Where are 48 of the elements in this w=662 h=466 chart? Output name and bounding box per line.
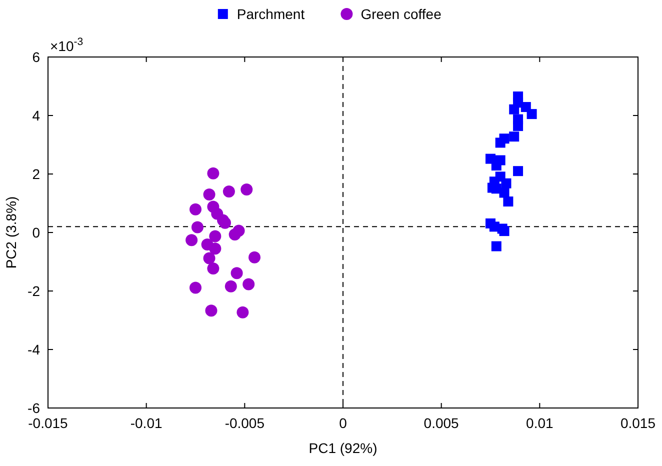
point bbox=[186, 234, 198, 246]
point bbox=[499, 226, 510, 236]
x-tick-label: -0.01 bbox=[130, 415, 162, 431]
point bbox=[203, 252, 216, 264]
x-tick-label: 0.01 bbox=[526, 415, 554, 431]
y-tick-label: 2 bbox=[32, 166, 40, 182]
point bbox=[190, 203, 202, 216]
point bbox=[209, 242, 222, 255]
point bbox=[491, 241, 502, 252]
point bbox=[230, 267, 243, 280]
point bbox=[219, 216, 231, 229]
point bbox=[209, 230, 222, 242]
point bbox=[248, 251, 260, 264]
point bbox=[513, 121, 524, 132]
point bbox=[191, 221, 204, 234]
y-tick-label: -2 bbox=[28, 283, 40, 299]
point bbox=[222, 186, 235, 198]
point bbox=[513, 166, 524, 176]
point bbox=[228, 228, 241, 241]
point bbox=[509, 132, 520, 142]
point bbox=[526, 109, 537, 120]
point bbox=[205, 304, 218, 317]
y-tick-label: 0 bbox=[32, 224, 40, 240]
y-tick-label: -4 bbox=[28, 342, 40, 358]
text: ×10$^{-3}$ bbox=[50, 36, 84, 54]
y-axis-title: PC2 (3.8%) bbox=[3, 196, 19, 269]
x-tick-label: -0.015 bbox=[28, 415, 68, 431]
point bbox=[242, 278, 255, 290]
x-axis-title: PC1 (92%) bbox=[308, 440, 378, 456]
legend-label: Green coffee bbox=[360, 6, 442, 22]
point bbox=[240, 184, 253, 196]
point bbox=[207, 262, 220, 274]
x-tick-label: 0 bbox=[339, 415, 348, 431]
point bbox=[503, 196, 514, 206]
x-tick-label: 0.015 bbox=[620, 415, 656, 431]
point bbox=[207, 167, 220, 180]
y-tick-label: 4 bbox=[32, 108, 40, 124]
legend-label: Parchment bbox=[236, 6, 305, 22]
point bbox=[236, 306, 249, 318]
point bbox=[509, 104, 520, 114]
point bbox=[190, 282, 202, 294]
point bbox=[501, 178, 512, 188]
y-tick-label: 6 bbox=[32, 49, 40, 65]
x-tick-label: -0.005 bbox=[224, 415, 265, 431]
x-tick-label: 0.005 bbox=[424, 415, 460, 431]
y-tick-label: -6 bbox=[28, 400, 40, 416]
point bbox=[224, 280, 237, 292]
point bbox=[203, 188, 216, 200]
